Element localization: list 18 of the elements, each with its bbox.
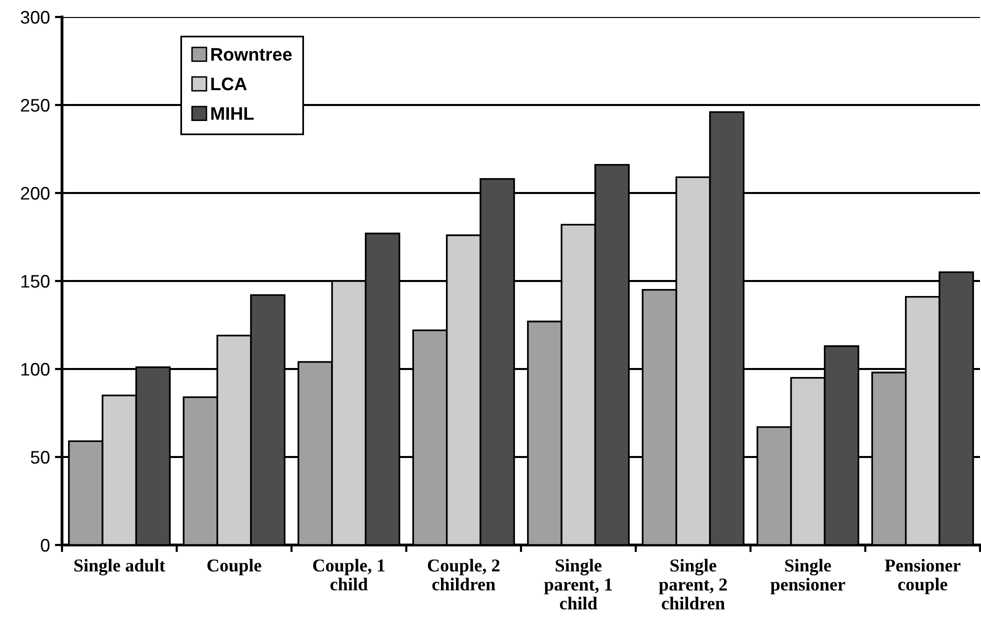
x-tick-label: Pensioner couple xyxy=(884,558,960,594)
y-tick-label: 250 xyxy=(20,98,50,112)
y-tick-label: 200 xyxy=(20,186,50,200)
y-tick-label: 100 xyxy=(21,362,50,376)
y-tick-label: 300 xyxy=(20,10,50,24)
x-tick-label: Single parent, 1 child xyxy=(544,558,612,610)
legend-label: MIHL xyxy=(211,107,254,120)
y-tick-label: 50 xyxy=(30,450,50,464)
x-tick-label: Couple, 1 child xyxy=(313,558,385,590)
legend-label: LCA xyxy=(211,78,247,90)
x-tick-label: Single adult xyxy=(74,558,166,576)
y-tick-label: 150 xyxy=(21,274,50,288)
x-tick-label: Single parent, 2 children xyxy=(658,558,727,610)
x-tick-label: Single pensioner xyxy=(770,558,846,594)
legend-label: Rowntree xyxy=(211,48,292,61)
x-tick-label: Couple xyxy=(207,558,262,576)
y-tick-label: 0 xyxy=(40,538,50,552)
x-tick-label: Couple, 2 children xyxy=(428,558,500,590)
